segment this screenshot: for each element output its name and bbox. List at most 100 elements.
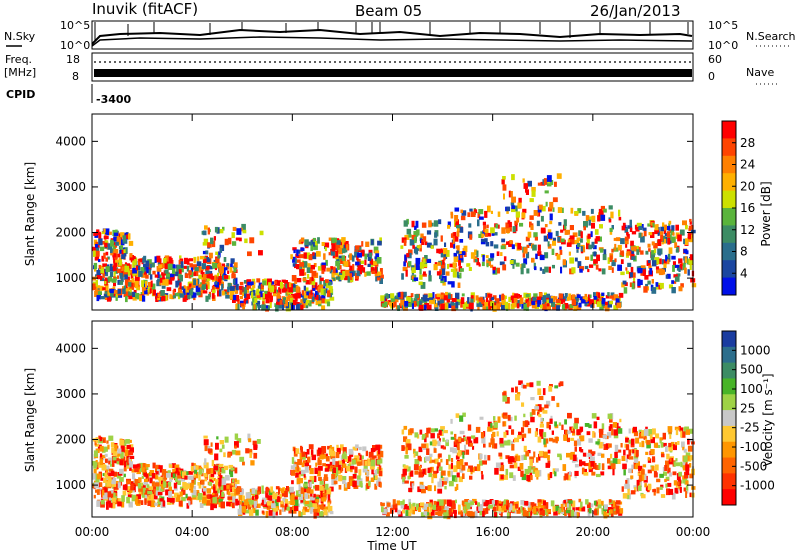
radar-return — [187, 286, 192, 291]
radar-return — [352, 446, 357, 451]
radar-return — [681, 431, 686, 438]
radar-return — [159, 477, 161, 485]
radar-return — [454, 215, 459, 222]
radar-return — [203, 238, 209, 244]
radar-return — [325, 279, 329, 283]
nsky-tick-bottom: 10^0 — [60, 39, 90, 52]
nsky-spikes — [94, 22, 689, 40]
radar-return — [125, 439, 130, 444]
radar-return — [299, 269, 305, 276]
radar-return — [591, 215, 596, 223]
radar-return — [188, 270, 192, 276]
radar-return — [407, 252, 412, 259]
radar-return — [239, 237, 242, 242]
radar-return — [598, 296, 602, 302]
radar-return — [108, 435, 114, 441]
radar-return — [668, 247, 673, 254]
radar-return — [143, 255, 147, 263]
radar-return — [314, 467, 318, 474]
radar-return — [235, 303, 240, 310]
radar-return — [328, 237, 332, 241]
radar-return — [632, 449, 635, 454]
radar-return — [685, 464, 690, 471]
radar-return — [119, 269, 122, 276]
radar-return — [116, 459, 120, 465]
radar-return — [682, 475, 686, 480]
radar-return — [574, 296, 579, 302]
radar-return — [457, 282, 461, 288]
radar-return — [236, 295, 239, 302]
radar-return — [401, 273, 404, 280]
radar-return — [579, 426, 584, 432]
radar-return — [96, 473, 101, 480]
radar-return — [534, 508, 539, 514]
radar-return — [579, 296, 583, 301]
radar-return — [310, 507, 315, 513]
radar-return — [609, 227, 613, 232]
radar-return — [527, 180, 532, 187]
radar-return — [415, 229, 420, 236]
radar-return — [502, 395, 508, 402]
radar-return — [463, 302, 469, 307]
radar-return — [300, 247, 305, 252]
radar-return — [417, 245, 420, 249]
radar-return — [611, 225, 614, 230]
radar-return — [603, 504, 608, 510]
radar-return — [147, 287, 150, 293]
radar-return — [210, 275, 216, 280]
radar-return — [101, 241, 105, 245]
radar-return — [168, 464, 173, 468]
radar-return — [341, 456, 346, 462]
radar-return — [249, 237, 255, 244]
radar-return — [311, 270, 317, 277]
radar-return — [105, 469, 109, 474]
radar-return — [308, 479, 312, 484]
radar-return — [477, 502, 480, 507]
radar-return — [558, 422, 562, 426]
radar-return — [596, 291, 599, 298]
radar-return — [448, 303, 454, 308]
radar-return — [296, 264, 300, 270]
radar-return — [571, 267, 576, 274]
radar-return — [116, 236, 120, 241]
radar-return — [546, 400, 551, 407]
radar-return — [525, 299, 529, 304]
radar-return — [377, 454, 381, 460]
radar-return — [533, 210, 539, 216]
radar-return — [503, 256, 507, 262]
radar-return — [319, 452, 324, 460]
ytick-label: 2000 — [55, 433, 86, 447]
radar-return — [670, 230, 674, 236]
radar-return — [440, 294, 445, 298]
radar-return — [493, 416, 496, 421]
radar-return — [112, 456, 117, 461]
radar-return — [352, 480, 357, 488]
radar-return — [227, 491, 231, 496]
radar-return — [151, 262, 155, 268]
radar-return — [549, 384, 553, 388]
radar-return — [631, 256, 636, 260]
radar-return — [496, 431, 499, 437]
radar-return — [321, 270, 325, 274]
radar-return — [159, 484, 164, 490]
radar-return — [374, 261, 378, 265]
radar-return — [179, 274, 183, 282]
radar-return — [357, 259, 361, 263]
radar-return — [175, 467, 179, 473]
radar-return — [690, 438, 695, 443]
radar-return — [466, 502, 471, 510]
colorbar-tick-label: -1000 — [740, 479, 775, 493]
radar-return — [297, 459, 303, 466]
radar-return — [460, 215, 466, 221]
radar-return — [124, 449, 129, 457]
radar-return — [301, 509, 306, 515]
radar-return — [162, 273, 165, 279]
radar-return — [647, 280, 651, 285]
radar-return — [614, 243, 617, 251]
radar-return — [577, 438, 582, 446]
radar-return — [181, 497, 186, 502]
radar-return — [486, 305, 489, 311]
radar-return — [448, 507, 452, 515]
radar-return — [521, 436, 525, 442]
radar-return — [148, 486, 154, 490]
